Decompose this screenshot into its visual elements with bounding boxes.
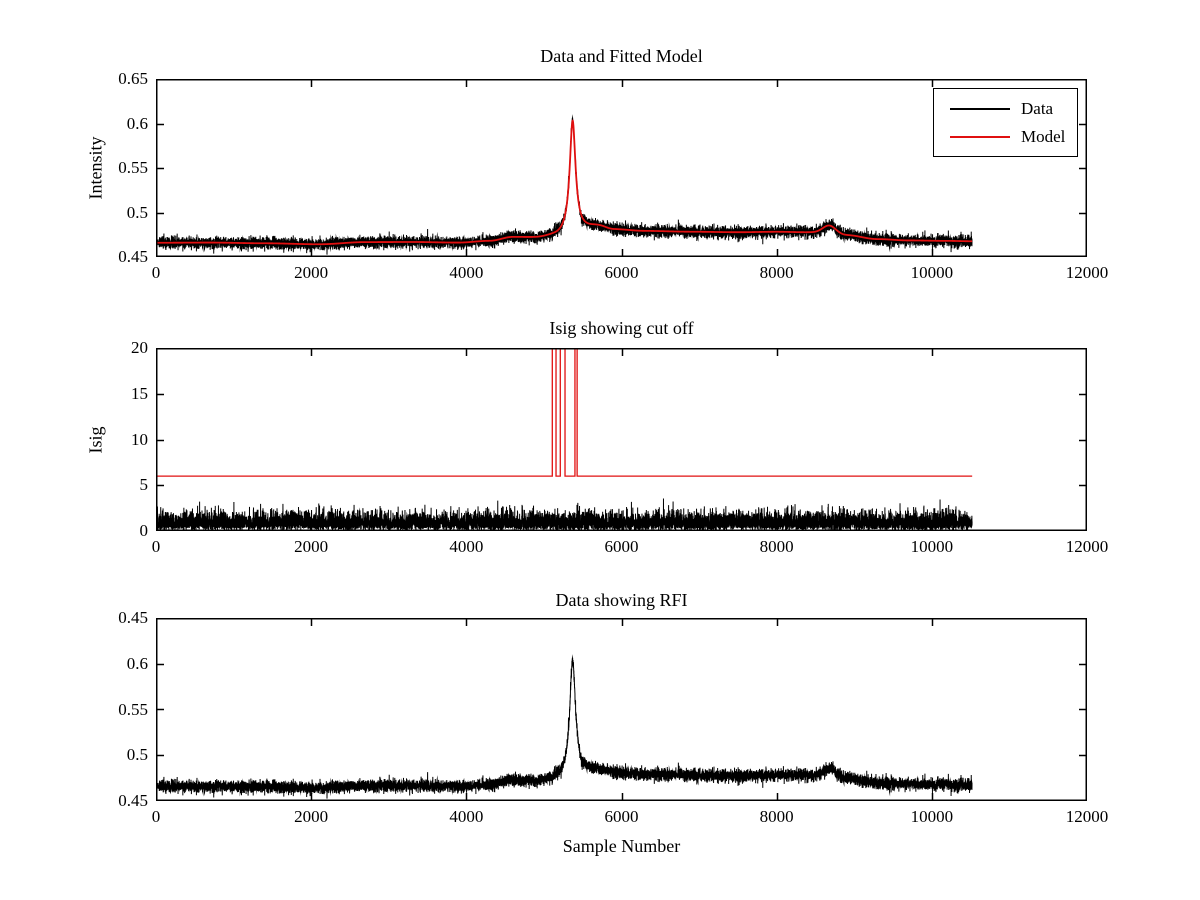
legend-row-data: Data [934,99,1077,119]
y-tick-label: 0.6 [126,113,148,133]
x-tick-label: 8000 [759,537,794,556]
y-tick-label: 10 [131,429,148,449]
y-tick-label: 0.6 [126,653,148,673]
x-tick-label: 12000 [1065,263,1109,282]
y-tick-label: 0.45 [118,608,148,627]
x-tick-label: 6000 [604,807,639,826]
x-tick-label: 2000 [294,537,329,556]
y-tick-label: 0.65 [118,69,148,88]
legend-model-line-swatch [950,135,1010,138]
y-tick-label: 0.55 [118,699,148,719]
x-tick-label: 12000 [1065,807,1109,826]
legend-model-label: Model [1021,126,1066,146]
legend-data-line-swatch [950,107,1010,110]
x-tick-label: 4000 [449,537,484,556]
x-tick-label: 10000 [910,807,954,826]
legend: Data Model [933,88,1078,157]
x-tick-label: 6000 [604,537,639,556]
subplot3-plot-canvas [156,618,1087,801]
subplot2-title: Isig showing cut off [549,318,694,338]
y-tick-label: 5 [139,475,149,495]
legend-row-model: Model [934,127,1077,147]
x-tick-label: 8000 [759,807,794,826]
x-tick-label: 0 [151,807,161,826]
x-tick-label: 0 [151,537,161,556]
y-tick-label: 0 [139,521,149,540]
x-tick-label: 0 [151,263,161,282]
subplot3-x-axis-label: Sample Number [562,836,681,856]
x-tick-label: 8000 [759,263,794,282]
y-tick-label: 20 [131,338,148,357]
y-tick-label: 0.5 [126,202,148,222]
legend-data-label: Data [1021,98,1054,118]
subplot1-title: Data and Fitted Model [540,46,703,66]
x-tick-label: 6000 [604,263,639,282]
x-tick-label: 4000 [449,807,484,826]
y-tick-label: 15 [131,383,148,403]
subplot3-title: Data showing RFI [555,590,688,610]
x-tick-label: 4000 [449,263,484,282]
x-tick-label: 2000 [294,807,329,826]
y-tick-label: 0.5 [126,745,148,765]
y-tick-label: 0.45 [118,247,148,266]
x-tick-label: 2000 [294,263,329,282]
subplot2-plot-canvas [156,348,1087,531]
y-tick-label: 0.55 [118,158,148,177]
x-tick-label: 10000 [910,263,954,282]
x-tick-label: 12000 [1065,537,1109,556]
y-tick-label: 0.45 [118,791,148,810]
x-tick-label: 10000 [910,537,954,556]
subplot1-plot-canvas [156,79,1087,257]
